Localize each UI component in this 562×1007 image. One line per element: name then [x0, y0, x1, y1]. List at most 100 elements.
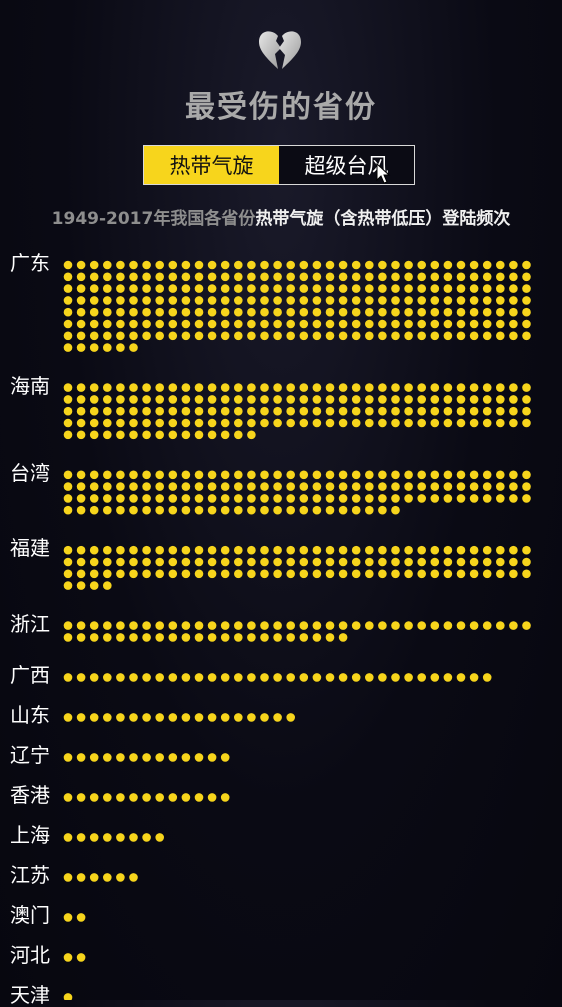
- broken-heart-icon: [259, 31, 301, 69]
- data-dot: [522, 494, 531, 503]
- data-dot: [260, 406, 269, 416]
- data-dot: [247, 557, 256, 567]
- data-dot: [142, 569, 151, 579]
- data-dot: [76, 673, 86, 682]
- data-dot: [142, 418, 151, 428]
- data-dot: [234, 383, 243, 392]
- data-dot: [286, 395, 296, 404]
- data-dot: [378, 296, 387, 305]
- data-dot: [338, 621, 348, 630]
- data-dot: [234, 557, 243, 567]
- data-dot: [286, 307, 296, 317]
- data-dot: [312, 307, 322, 317]
- data-dot: [220, 557, 230, 567]
- data-dot: [469, 383, 479, 392]
- data-dot: [456, 673, 466, 682]
- data-dot: [469, 406, 479, 416]
- data-dot: [273, 418, 282, 428]
- data-dot: [378, 406, 387, 416]
- data-dot: [103, 260, 112, 270]
- data-dot: [89, 470, 99, 480]
- data-dot: [496, 557, 505, 567]
- data-dot: [456, 494, 466, 503]
- data-dot: [247, 406, 256, 416]
- data-dot: [286, 505, 296, 515]
- data-dot: [103, 331, 112, 341]
- chart-subtitle: 1949-2017年我国各省份热带气旋（含热带低压）登陆频次: [0, 204, 562, 229]
- data-dot: [417, 545, 427, 555]
- data-dot: [509, 260, 518, 270]
- data-dot: [142, 753, 151, 762]
- data-dot: [482, 482, 492, 491]
- data-dot: [469, 557, 479, 567]
- data-dot: [325, 331, 335, 341]
- data-dot: [89, 296, 99, 305]
- data-dot: [378, 319, 387, 329]
- data-dot: [443, 557, 453, 567]
- data-dot: [496, 260, 505, 270]
- data-dot: [522, 418, 531, 428]
- data-dot: [391, 272, 400, 282]
- data-dot: [116, 343, 125, 352]
- data-dot: [469, 331, 479, 341]
- data-dot: [220, 296, 230, 305]
- data-dot: [168, 793, 178, 802]
- data-dot: [509, 545, 518, 555]
- data-dot: [404, 406, 413, 416]
- data-dot: [194, 307, 204, 317]
- data-dot: [116, 284, 125, 293]
- data-dot: [443, 307, 453, 317]
- data-dot: [181, 418, 191, 428]
- data-dot: [443, 272, 453, 282]
- data-dot: [456, 545, 466, 555]
- data-dot: [207, 621, 217, 630]
- data-dot: [142, 383, 151, 392]
- data-dot: [63, 557, 73, 567]
- data-dot: [247, 307, 256, 317]
- data-dot: [247, 673, 256, 682]
- data-dot: [129, 343, 138, 352]
- data-dot: [260, 545, 269, 555]
- data-dot: [325, 406, 335, 416]
- data-dot: [286, 673, 296, 682]
- data-dot: [299, 545, 309, 555]
- data-dot: [76, 395, 86, 404]
- data-dot: [181, 383, 191, 392]
- tab-tropical-cyclone[interactable]: 热带气旋: [144, 146, 279, 184]
- data-dot: [194, 430, 204, 440]
- data-dot: [286, 557, 296, 567]
- data-dot: [168, 505, 178, 515]
- data-dot: [76, 494, 86, 503]
- data-dot: [430, 482, 440, 491]
- data-dot: [378, 395, 387, 404]
- data-dot: [220, 272, 230, 282]
- data-dot: [509, 383, 518, 392]
- data-dot: [430, 395, 440, 404]
- data-dot: [365, 260, 374, 270]
- data-dot: [338, 673, 348, 682]
- data-dot: [509, 319, 518, 329]
- data-dot: [103, 418, 112, 428]
- data-dot: [103, 581, 112, 590]
- data-dot: [234, 319, 243, 329]
- data-dot: [234, 633, 243, 642]
- data-dot: [430, 418, 440, 428]
- data-dot: [351, 331, 361, 341]
- page-title: 最受伤的省份: [185, 90, 377, 125]
- data-dot: [496, 395, 505, 404]
- data-dot: [273, 331, 282, 341]
- tab-super-typhoon[interactable]: 超级台风: [279, 146, 414, 184]
- data-dot: [155, 260, 164, 270]
- category-label: 江苏: [10, 863, 50, 888]
- data-dot: [129, 569, 138, 579]
- data-dot: [522, 545, 531, 555]
- bar-series-3: [63, 545, 531, 590]
- data-dot: [207, 418, 217, 428]
- data-dot: [63, 753, 73, 762]
- data-dot: [430, 383, 440, 392]
- data-dot: [207, 569, 217, 579]
- data-dot: [469, 621, 479, 630]
- data-dot: [299, 569, 309, 579]
- data-dot: [181, 272, 191, 282]
- data-dot: [155, 383, 164, 392]
